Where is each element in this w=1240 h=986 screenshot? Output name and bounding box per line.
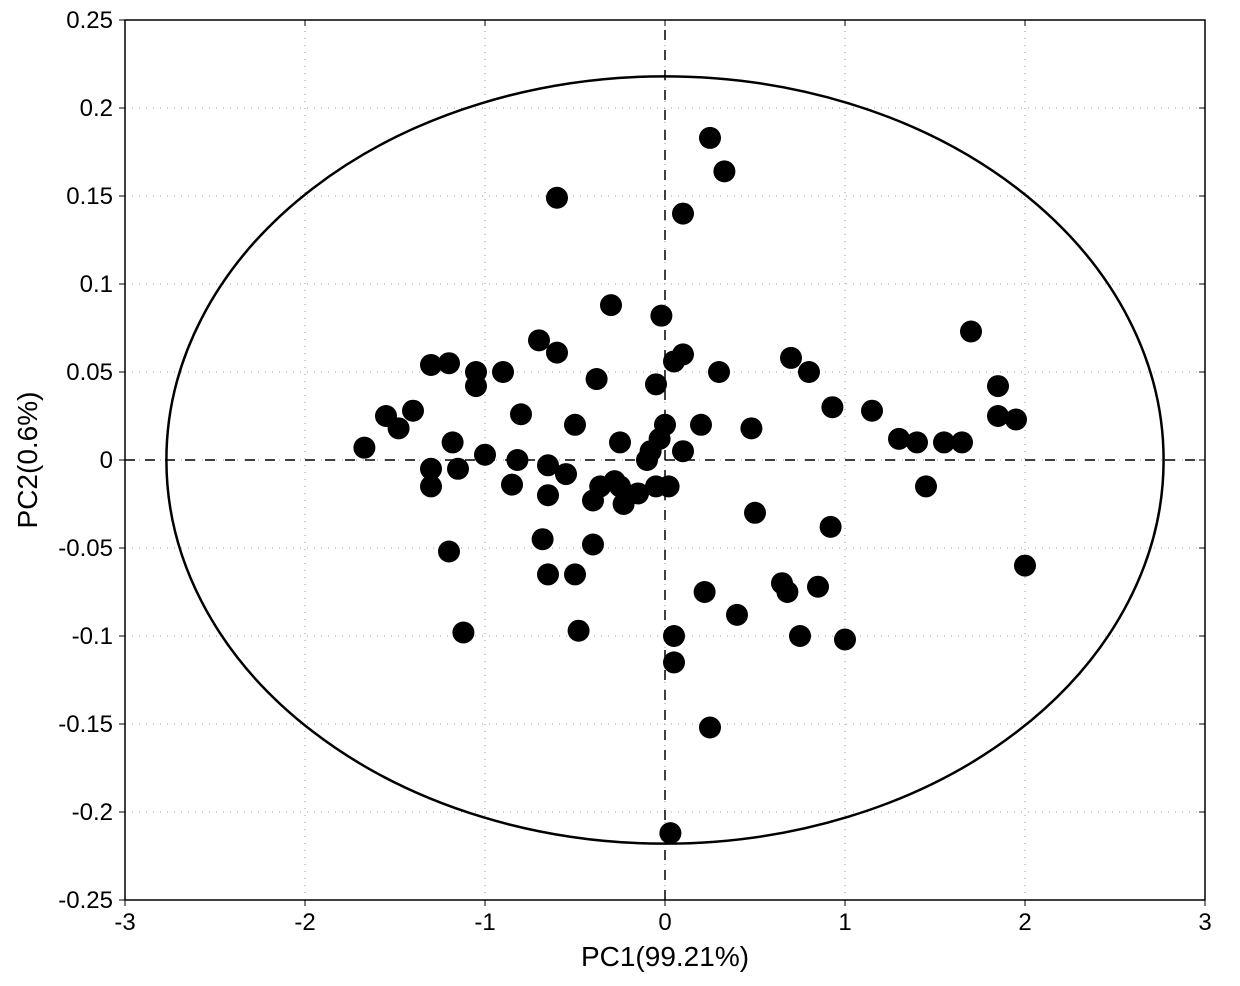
data-point	[821, 396, 843, 418]
y-tick-label: 0.1	[80, 271, 113, 298]
y-tick-label: 0.25	[66, 7, 113, 34]
data-point	[582, 533, 604, 555]
data-point	[564, 563, 586, 585]
x-tick-label: 2	[1018, 909, 1031, 936]
x-axis-label: PC1(99.21%)	[581, 941, 749, 972]
data-point	[447, 458, 469, 480]
data-point	[532, 528, 554, 550]
data-point	[740, 417, 762, 439]
y-tick-label: -0.05	[58, 535, 113, 562]
data-point	[452, 621, 474, 643]
data-point	[586, 368, 608, 390]
data-point	[694, 581, 716, 603]
data-point	[506, 449, 528, 471]
data-point	[438, 352, 460, 374]
data-point	[546, 342, 568, 364]
data-point	[690, 414, 712, 436]
data-point	[402, 400, 424, 422]
x-tick-label: 3	[1198, 909, 1211, 936]
data-point	[537, 563, 559, 585]
x-tick-label: 1	[838, 909, 851, 936]
data-point	[713, 160, 735, 182]
data-point	[807, 576, 829, 598]
data-point	[960, 321, 982, 343]
y-tick-label: 0	[100, 447, 113, 474]
data-point	[708, 361, 730, 383]
data-point	[861, 400, 883, 422]
data-point	[834, 629, 856, 651]
x-tick-label: -3	[114, 909, 135, 936]
data-point	[465, 375, 487, 397]
data-point	[568, 620, 590, 642]
data-point	[789, 625, 811, 647]
data-point	[672, 203, 694, 225]
data-point	[776, 581, 798, 603]
data-point	[1014, 555, 1036, 577]
y-axis-label: PC2(0.6%)	[12, 392, 43, 529]
data-point	[528, 329, 550, 351]
x-tick-label: -1	[474, 909, 495, 936]
pca-scatter-chart: -3 -2 -1 0 1 2 3 -0.25 -0.2 -0.15 -0.1 -0.05 0 0.05 0.…	[0, 0, 1240, 986]
data-point	[353, 437, 375, 459]
data-point	[780, 347, 802, 369]
data-point	[663, 625, 685, 647]
data-point	[672, 343, 694, 365]
data-point	[726, 604, 748, 626]
x-tick-label: -2	[294, 909, 315, 936]
data-point	[600, 294, 622, 316]
y-tick-label: -0.2	[72, 799, 113, 826]
data-point	[555, 463, 577, 485]
y-tick-label: 0.05	[66, 359, 113, 386]
data-point	[820, 516, 842, 538]
data-point	[672, 440, 694, 462]
data-point	[951, 431, 973, 453]
y-tick-label: -0.25	[58, 887, 113, 914]
data-point	[501, 474, 523, 496]
data-point	[663, 651, 685, 673]
y-tick-label: 0.2	[80, 95, 113, 122]
data-point	[658, 475, 680, 497]
data-point	[492, 361, 514, 383]
data-point	[564, 414, 586, 436]
data-point	[442, 431, 464, 453]
data-point	[609, 431, 631, 453]
x-tick-label: 0	[658, 909, 671, 936]
data-point	[906, 431, 928, 453]
data-point	[438, 541, 460, 563]
data-point	[537, 484, 559, 506]
data-point	[654, 414, 676, 436]
y-tick-label: -0.1	[72, 623, 113, 650]
data-point	[546, 187, 568, 209]
data-point	[1005, 409, 1027, 431]
data-point	[915, 475, 937, 497]
data-point	[645, 373, 667, 395]
data-point	[699, 127, 721, 149]
data-point	[474, 444, 496, 466]
data-point	[699, 717, 721, 739]
y-tick-label: -0.15	[58, 711, 113, 738]
data-point	[420, 475, 442, 497]
y-tick-label: 0.15	[66, 183, 113, 210]
data-point	[650, 305, 672, 327]
data-point	[659, 822, 681, 844]
data-point	[744, 502, 766, 524]
data-point	[798, 361, 820, 383]
data-point	[987, 375, 1009, 397]
data-point	[510, 403, 532, 425]
data-point	[388, 417, 410, 439]
